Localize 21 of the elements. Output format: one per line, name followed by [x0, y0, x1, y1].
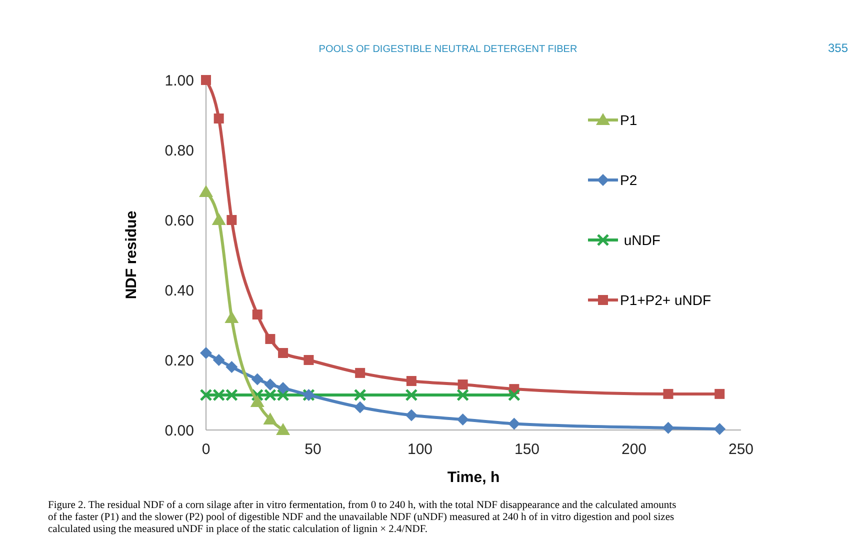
text: 355 — [828, 41, 848, 55]
x-tick-label: 200 — [621, 441, 647, 458]
legend-label: P1 — [620, 112, 638, 128]
x-axis-title: Time, h — [447, 469, 500, 486]
legend-label: P1+P2+ uNDF — [620, 292, 712, 308]
y-tick-label: 0.40 — [164, 282, 194, 300]
y-tick-label: 1.00 — [164, 72, 194, 90]
chart-title: POOLS OF DIGESTIBLE NEUTRAL DETERGENT FIBER — [318, 44, 578, 55]
legend-label: uNDF — [620, 232, 660, 248]
y-tick-label: 0.80 — [164, 142, 194, 160]
x-tick-label: 0 — [202, 441, 210, 458]
y-tick-label: 0.20 — [164, 352, 194, 370]
x-tick-label: 150 — [514, 441, 540, 458]
y-tick-label: 0.00 — [164, 422, 194, 440]
legend-label: P2 — [620, 172, 638, 188]
y-axis-title: NDF residue — [123, 210, 140, 300]
x-tick-label: 50 — [304, 441, 322, 458]
x-tick-label: 250 — [728, 441, 754, 458]
x-tick-label: 100 — [407, 441, 433, 458]
y-tick-label: 0.60 — [164, 212, 194, 230]
caption: Figure 2. The residual NDF of a corn silage after in vitro fermentation, from 0 to 240 h, with the total NDF disappearance and the calculated amounts of the faster (P1) and the slower (P2) pool of digestible NDF and the unavailable NDF (uNDF) measured at 240 h of in vitro digestion and pool sizes calculated using the measured uNDF in place of the static calculation of lignin × 2.4/NDF. — [48, 500, 676, 535]
